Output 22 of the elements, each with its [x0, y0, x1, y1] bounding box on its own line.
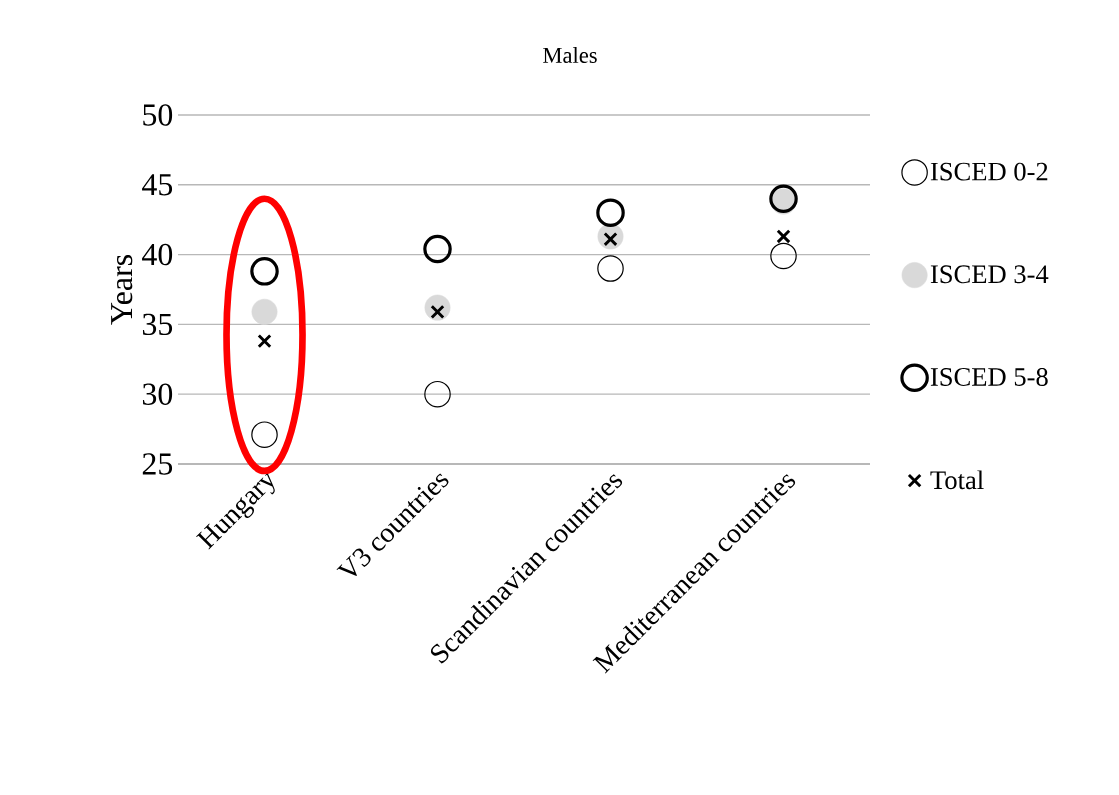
y-tick-label: 35 — [142, 313, 173, 336]
y-tick-label: 30 — [142, 383, 173, 405]
point — [251, 298, 278, 325]
y-tick-label: 40 — [142, 243, 173, 266]
point — [424, 380, 451, 408]
legend-label: ISCED 5-8 — [930, 367, 1048, 386]
point — [770, 242, 797, 270]
legend-label: Total — [930, 470, 984, 490]
legend-label: ISCED 0-2 — [930, 162, 1048, 181]
y-tick-label: 50 — [143, 104, 173, 126]
y-axis-title: Years — [111, 255, 133, 325]
chart-title: Males — [543, 47, 597, 63]
legend-label: ISCED 3-4 — [930, 265, 1049, 284]
point — [423, 234, 452, 264]
y-tick-label: 25 — [142, 453, 173, 475]
point — [250, 257, 279, 286]
point — [257, 334, 272, 349]
y-tick-label: 45 — [142, 174, 173, 196]
point — [597, 255, 624, 282]
point — [596, 198, 625, 227]
point — [251, 421, 278, 448]
point — [776, 229, 791, 244]
